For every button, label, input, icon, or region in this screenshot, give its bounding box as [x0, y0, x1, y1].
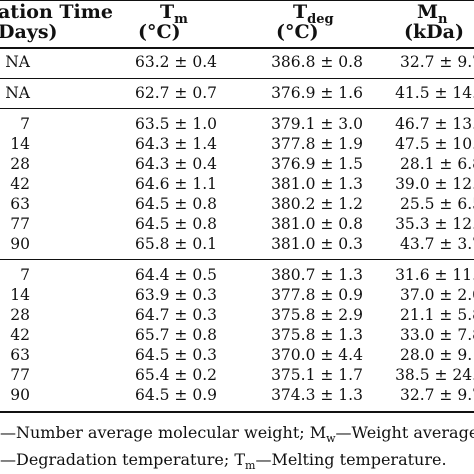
cell-time: 77 — [10, 366, 30, 384]
cell-tdeg: 377.8 ± 0.9 — [271, 286, 363, 304]
header-mn: Mn — [417, 1, 448, 27]
cell-tm: 64.3 ± 1.4 — [134, 135, 217, 153]
cell-time: 7 — [20, 266, 30, 284]
cell-mn: 32.7 ± 9.7 — [399, 386, 474, 404]
cell-mn: 39.0 ± 12.7 — [395, 175, 474, 193]
cell-mn: 21.1 ± 5.8 — [399, 306, 474, 324]
cell-tm: 64.5 ± 0.9 — [134, 386, 217, 404]
cell-mn: 28.1 ± 6.8 — [399, 155, 474, 173]
cell-tm: 65.4 ± 0.2 — [134, 366, 217, 384]
header-tdeg: Tdeg — [293, 1, 334, 27]
cell-tm: 65.8 ± 0.1 — [134, 235, 217, 253]
cell-tdeg: 375.1 ± 1.7 — [271, 366, 363, 384]
cell-tm: 64.6 ± 1.1 — [134, 175, 217, 193]
header-tm-unit: (°C) — [138, 21, 181, 43]
cell-mn: 38.5 ± 24.9 — [395, 366, 474, 384]
cell-time: 14 — [10, 286, 30, 304]
cell-mn: 41.5 ± 14.2 — [395, 84, 474, 102]
cell-tdeg: 377.8 ± 1.9 — [271, 135, 363, 153]
header-time-line1: ation Time — [0, 1, 113, 23]
cell-mn: 47.5 ± 10.3 — [395, 135, 474, 153]
header-mn-unit: (kDa) — [404, 21, 464, 43]
cell-time: NA — [5, 84, 30, 102]
cell-time: 90 — [10, 235, 30, 253]
cell-mn: 35.3 ± 12.5 — [395, 215, 474, 233]
cell-mn: 25.5 ± 6.5 — [399, 195, 474, 213]
cell-tm: 64.7 ± 0.3 — [134, 306, 217, 324]
cell-time: 28 — [10, 306, 30, 324]
group-rule — [0, 108, 474, 109]
cell-tdeg: 381.0 ± 0.8 — [271, 215, 363, 233]
bottom-rule — [0, 411, 474, 413]
cell-tdeg: 379.1 ± 3.0 — [271, 115, 363, 133]
cell-tdeg: 386.8 ± 0.8 — [271, 53, 363, 71]
footnote-line-2: —Degradation temperature; Tm—Melting tem… — [0, 450, 447, 472]
header-rule — [0, 47, 474, 49]
cell-tm: 64.4 ± 0.5 — [134, 266, 217, 284]
cell-tm: 63.9 ± 0.3 — [134, 286, 217, 304]
group-rule — [0, 259, 474, 260]
cell-tdeg: 375.8 ± 1.3 — [271, 326, 363, 344]
cell-time: 77 — [10, 215, 30, 233]
cell-tm: 65.7 ± 0.8 — [134, 326, 217, 344]
cell-tm: 63.2 ± 0.4 — [134, 53, 217, 71]
cell-tm: 63.5 ± 1.0 — [134, 115, 217, 133]
cell-tdeg: 381.0 ± 1.3 — [271, 175, 363, 193]
group-rule — [0, 78, 474, 79]
cell-mn: 46.7 ± 13.5 — [395, 115, 474, 133]
cell-time: 7 — [20, 115, 30, 133]
cell-tm: 64.5 ± 0.8 — [134, 195, 217, 213]
cell-mn: 33.0 ± 7.8 — [399, 326, 474, 344]
cell-tm: 62.7 ± 0.7 — [134, 84, 217, 102]
header-time-line2: Days) — [0, 21, 58, 43]
cell-time: 28 — [10, 155, 30, 173]
cell-tdeg: 376.9 ± 1.6 — [271, 84, 363, 102]
header-tdeg-unit: (°C) — [276, 21, 319, 43]
header-tm: Tm — [160, 1, 188, 27]
cell-time: 63 — [10, 346, 30, 364]
cell-time: 42 — [10, 326, 30, 344]
cell-tm: 64.5 ± 0.8 — [134, 215, 217, 233]
cell-tdeg: 381.0 ± 0.3 — [271, 235, 363, 253]
cell-tm: 64.5 ± 0.3 — [134, 346, 217, 364]
cell-tdeg: 375.8 ± 2.9 — [271, 306, 363, 324]
cell-mn: 37.0 ± 2.0 — [399, 286, 474, 304]
cell-tm: 64.3 ± 0.4 — [134, 155, 217, 173]
cell-mn: 43.7 ± 3.7 — [399, 235, 474, 253]
cell-time: 90 — [10, 386, 30, 404]
cell-tdeg: 370.0 ± 4.4 — [271, 346, 363, 364]
cell-time: 42 — [10, 175, 30, 193]
cell-tdeg: 380.7 ± 1.3 — [271, 266, 363, 284]
cell-mn: 32.7 ± 9.7 — [399, 53, 474, 71]
cell-time: 14 — [10, 135, 30, 153]
cell-mn: 28.0 ± 9.1 — [399, 346, 474, 364]
cell-time: 63 — [10, 195, 30, 213]
cell-tdeg: 374.3 ± 1.3 — [271, 386, 363, 404]
cell-tdeg: 380.2 ± 1.2 — [271, 195, 363, 213]
cell-time: NA — [5, 53, 30, 71]
top-rule — [0, 0, 474, 1]
cell-mn: 31.6 ± 11.8 — [395, 266, 474, 284]
cell-tdeg: 376.9 ± 1.5 — [271, 155, 363, 173]
footnote-line-1: —Number average molecular weight; Mw—Wei… — [0, 423, 474, 445]
